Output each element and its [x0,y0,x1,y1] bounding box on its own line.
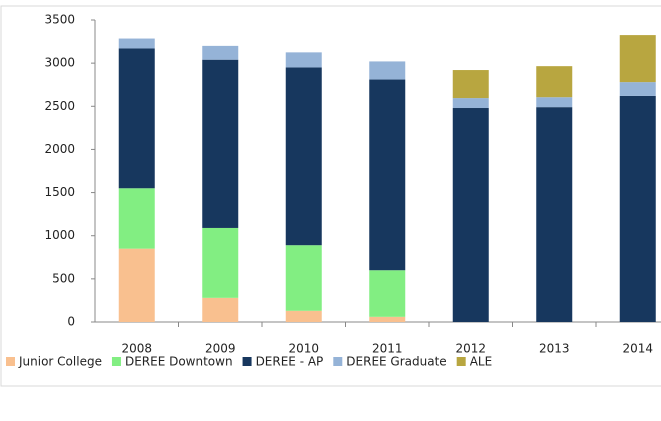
y-tick-label: 500 [52,271,75,285]
bar-segment [285,310,322,322]
y-tick-label: 2000 [44,142,75,156]
y-tick-label: 1500 [44,185,75,199]
chart-frame [0,5,661,387]
x-tick-label: 2011 [372,342,403,356]
bar-segment [536,107,573,322]
y-tick-label: 1000 [44,228,75,242]
x-tick-label: 2010 [288,342,319,356]
bar-segment [452,98,489,109]
x-tick-label: 2008 [121,342,152,356]
x-tick-label: 2012 [455,342,486,356]
legend-swatch [333,357,343,366]
bar-segment [202,297,239,322]
legend-label: ALE [470,355,492,369]
bar-segment [536,97,573,108]
bar-segment [118,248,155,322]
y-tick-label: 2500 [44,99,75,113]
bar-segment [118,188,155,249]
bar-segment [619,95,656,322]
legend-label: DEREE Graduate [346,355,446,369]
bar-segment [369,270,406,317]
bar-segment [285,67,322,246]
bar-segment [452,108,489,322]
bar-segment [285,245,322,311]
bar-segment [118,38,155,49]
bar-segment [452,70,489,99]
x-tick-label: 2014 [622,342,653,356]
legend-swatch [456,357,466,366]
legend-swatch [111,357,121,366]
legend-swatch [242,357,252,366]
bar-segment [536,66,573,98]
bar-segment [369,79,406,271]
legend-label: DEREE - AP [256,355,324,369]
x-tick-label: 2009 [205,342,236,356]
bar-segment [118,48,155,189]
bar-segment [369,61,406,80]
bar-segment [202,227,239,298]
bar-segment [285,52,322,68]
x-tick-label: 2013 [539,342,570,356]
bar-segment [202,45,239,60]
y-tick-label: 3000 [44,56,75,70]
legend-label: DEREE Downtown [125,355,233,369]
bar-segment [619,35,656,83]
legend-label: Junior College [18,355,102,369]
y-tick-label: 3500 [44,13,75,27]
bar-segment [619,82,656,96]
bar-segment [369,316,406,322]
legend-swatch [6,357,15,366]
bar-segment [202,59,239,228]
y-tick-label: 0 [67,315,75,329]
